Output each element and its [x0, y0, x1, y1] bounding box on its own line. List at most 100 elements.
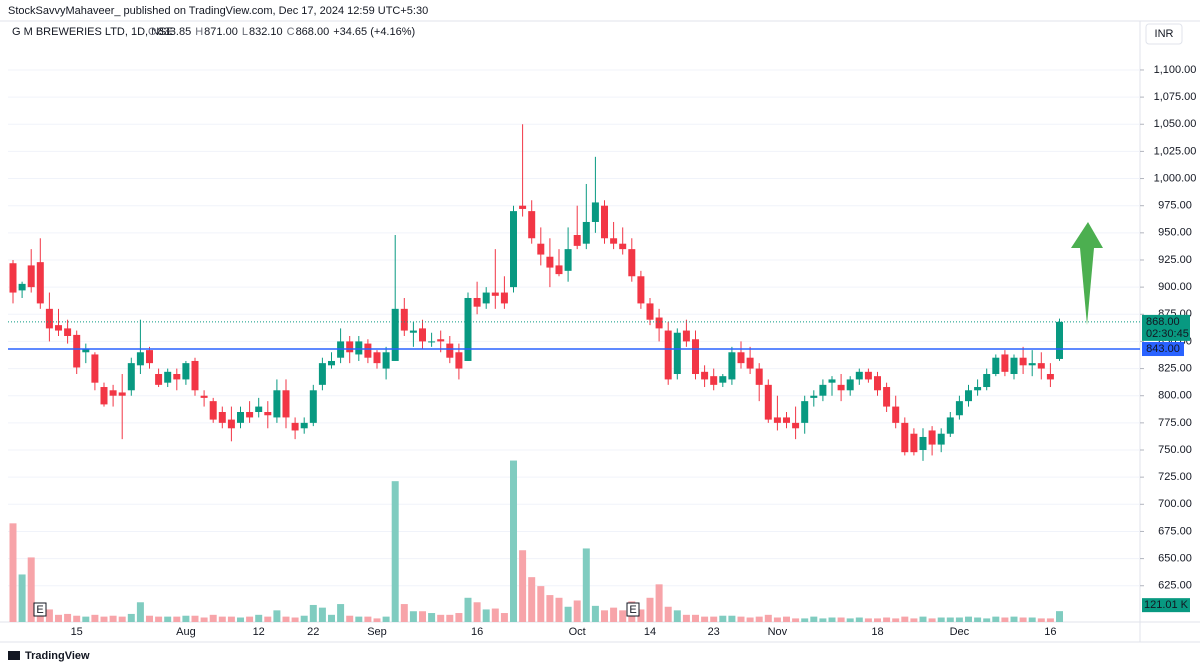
volume-bar [118, 616, 126, 622]
x-tick-label: Aug [176, 626, 196, 638]
candle-body [555, 265, 563, 275]
x-tick-label: Dec [950, 626, 970, 638]
candle-body [746, 357, 754, 369]
hline-label-box [1142, 342, 1184, 357]
candle-body [728, 352, 736, 380]
candle-body [127, 363, 135, 391]
volume-bar [282, 616, 290, 622]
volume-bar [783, 616, 790, 622]
hline-label: 843.00 [1146, 343, 1180, 355]
candle-body [828, 379, 836, 383]
volume-bar [528, 577, 536, 622]
volume-bar [946, 617, 954, 622]
candle-body [264, 411, 272, 416]
last-price-box [1142, 314, 1190, 341]
candle-body [682, 330, 690, 342]
y-tick-label: 1,100.00 [1154, 64, 1197, 76]
volume-bar [373, 618, 381, 622]
candle-body [382, 352, 390, 369]
candle-body [692, 339, 699, 374]
candle-body [1010, 357, 1018, 374]
y-tick-label: 700.00 [1158, 498, 1192, 510]
candle-body [737, 352, 745, 364]
marks [9, 124, 1063, 622]
volume-bar [883, 617, 891, 622]
candle-body [919, 436, 927, 451]
volume-bar [1001, 617, 1009, 622]
volume-bar [1019, 617, 1027, 622]
volume-bar [82, 616, 90, 622]
volume-bar [464, 597, 472, 622]
volume-bar [610, 607, 618, 622]
candle-body [664, 330, 672, 380]
currency[interactable]: INR [1155, 28, 1174, 40]
y-tick-label: 1,025.00 [1154, 145, 1197, 157]
x-tick-label: 23 [708, 626, 720, 638]
candle-body [419, 328, 426, 342]
currency-box[interactable] [1145, 23, 1183, 45]
candle-body [528, 211, 536, 239]
candle-body [573, 235, 581, 246]
candle-body [946, 417, 954, 434]
candle-body [437, 339, 445, 342]
candle-body [874, 376, 881, 391]
volume-bar [300, 615, 308, 622]
candle-body [801, 401, 809, 423]
candle-body [409, 330, 417, 333]
candle-body [455, 352, 463, 369]
volume-bar [792, 618, 800, 622]
volume-bar [1046, 618, 1054, 622]
candle-body [901, 422, 909, 453]
candle-body [446, 343, 454, 358]
candle-body [519, 205, 527, 209]
candle-body [628, 249, 636, 277]
volume-bar [500, 613, 508, 622]
earnings-label: E [36, 604, 43, 616]
volume-bar [482, 609, 490, 622]
footer-logo: TradingView [8, 650, 90, 662]
volume-bar [746, 617, 754, 622]
candle-body [719, 376, 727, 383]
earnings-box [626, 602, 640, 617]
candle-body [400, 308, 408, 331]
volume-bar [1056, 611, 1063, 622]
volume-label: 121.01 K [1144, 599, 1189, 611]
volume-bar [191, 615, 199, 622]
candle-body [200, 395, 208, 398]
candle-body [364, 343, 372, 358]
volume-bar [337, 604, 345, 622]
volume-bar [91, 614, 99, 622]
candle-body [610, 238, 618, 244]
candle-body [473, 297, 481, 307]
volume-bar [1010, 616, 1018, 622]
candle-body [846, 379, 854, 391]
volume-bar [164, 616, 172, 622]
candle-body [883, 387, 891, 407]
x-tick-label: 12 [253, 626, 265, 638]
volume-bar [255, 614, 263, 622]
volume-bar [710, 616, 718, 622]
candle-body [646, 303, 654, 320]
candle-body [191, 360, 199, 391]
volume-bar [155, 616, 163, 622]
volume-bar [928, 618, 936, 622]
volume-bar [291, 617, 299, 622]
volume-bar [846, 618, 854, 622]
volume-bar [45, 609, 53, 622]
volume-bar [136, 602, 144, 622]
candle-body [983, 373, 991, 388]
candle-body [318, 363, 326, 385]
candle-body [346, 341, 354, 353]
candle-body [182, 363, 190, 380]
legend-key: C [287, 26, 295, 38]
volume-bar [473, 602, 481, 622]
candle-body [246, 411, 254, 418]
volume-bar [728, 615, 736, 622]
volume-bar [18, 574, 26, 622]
x-tick-label: 22 [307, 626, 319, 638]
volume-bar [983, 618, 991, 622]
candle-body [355, 341, 363, 355]
x-tick-label: 16 [1044, 626, 1056, 638]
volume-bar [400, 604, 408, 622]
x-tick-label: 15 [71, 626, 83, 638]
